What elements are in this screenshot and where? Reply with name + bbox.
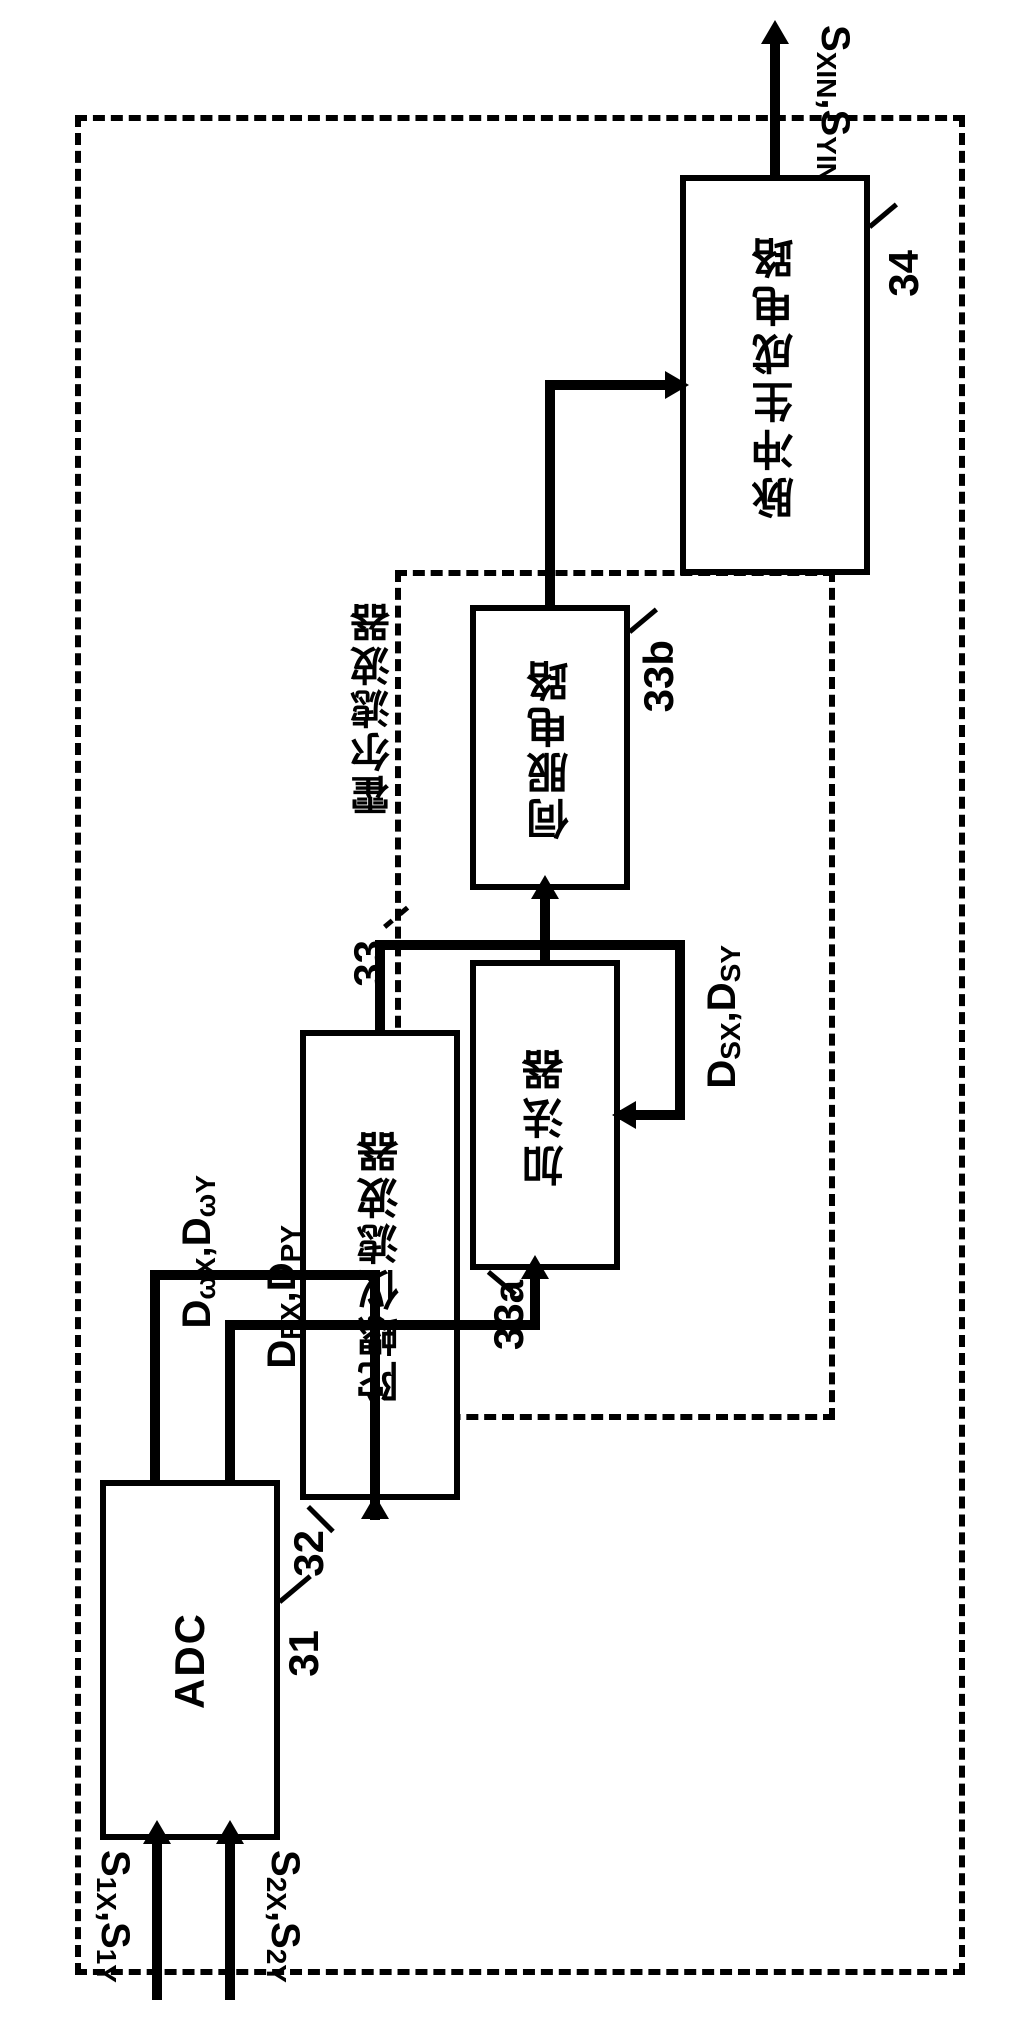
servo-pulse-head: [665, 371, 689, 399]
gyro-label: 陀螺仪滤波器: [350, 1127, 411, 1403]
hall-label: 霍尔滤波器: [345, 600, 403, 815]
ref-31: 31: [280, 1630, 328, 1677]
dw-head-final: [361, 1495, 389, 1519]
ds-line2: [375, 940, 685, 950]
output-line: [770, 35, 780, 180]
s1-label: S1X,S1Y: [90, 1850, 137, 1983]
dp-label: DPX,DPY: [260, 1225, 307, 1369]
gyro-filter-block: 陀螺仪滤波器: [300, 1030, 460, 1500]
ds-arrow-head: [612, 1101, 636, 1129]
pulse-label: 脉冲生成电路: [745, 231, 806, 519]
servo-pulse-line1b: [545, 380, 555, 580]
dw-line3: [370, 1270, 380, 1520]
ds-label: DSX,DSY: [700, 945, 747, 1089]
adder-label: 加法器: [515, 1043, 576, 1187]
dw-label: DωX,DωY: [175, 1175, 222, 1329]
servo-label: 伺服电路: [520, 656, 581, 840]
s2-arrow: [225, 1840, 235, 2000]
servo-block: 伺服电路: [470, 605, 630, 890]
ds-line3: [675, 940, 685, 1120]
dp-arrow-head: [521, 1255, 549, 1279]
output-label: SXIN,SYIN: [810, 25, 857, 183]
pulse-block: 脉冲生成电路: [680, 175, 870, 575]
s2-label: S2X,S2Y: [260, 1850, 307, 1983]
adder-block: 加法器: [470, 960, 620, 1270]
adc-label: ADC: [166, 1612, 214, 1709]
dw-line1: [150, 1270, 160, 1485]
adc-block: ADC: [100, 1480, 280, 1840]
ref-34: 34: [880, 250, 928, 297]
servo-pulse-line1: [545, 575, 555, 610]
output-head: [761, 20, 789, 44]
diagram-root: ADC 陀螺仪滤波器 加法器 伺服电路 脉冲生成电路: [0, 0, 1021, 2038]
ref-33: 33: [345, 940, 393, 987]
dp-line1: [225, 1320, 235, 1485]
servo-pulse-line2: [545, 380, 685, 390]
s1-arrow-head: [143, 1820, 171, 1844]
s1-arrow: [152, 1840, 162, 2000]
adder-servo-head: [531, 875, 559, 899]
adder-servo-line: [540, 890, 550, 965]
s2-arrow-head: [216, 1820, 244, 1844]
ref-33b: 33b: [635, 640, 683, 712]
ref-32: 32: [285, 1530, 333, 1577]
